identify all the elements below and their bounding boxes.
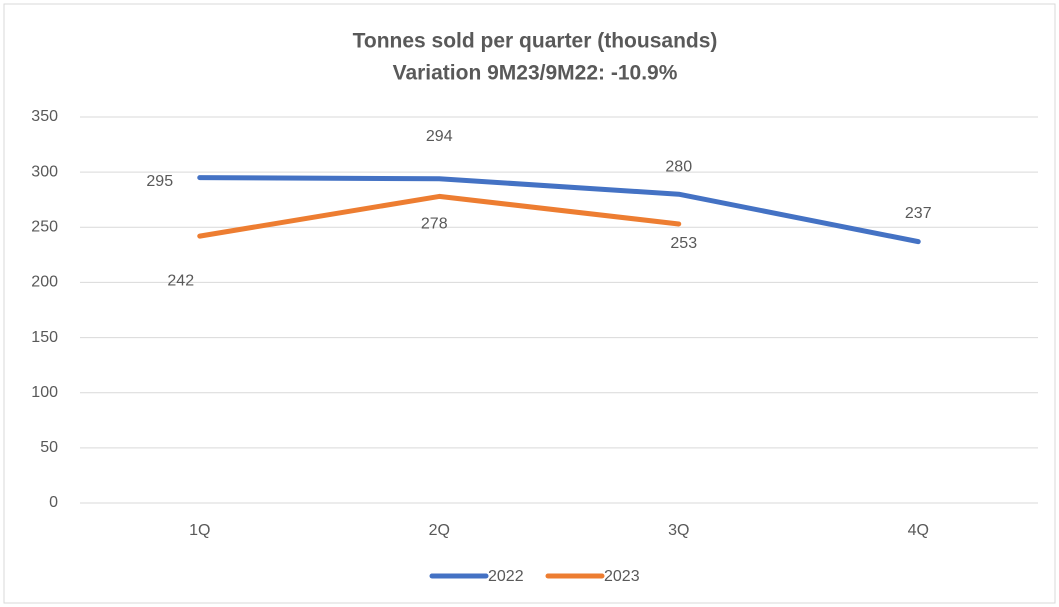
y-tick-label: 250	[31, 219, 58, 236]
x-tick-label: 1Q	[189, 522, 210, 539]
legend-label: 2022	[488, 568, 524, 585]
line-series	[197, 193, 682, 239]
y-tick-label: 50	[40, 439, 58, 456]
data-label: 237	[905, 205, 932, 222]
data-label: 294	[426, 128, 453, 145]
x-tick-label: 4Q	[908, 522, 929, 539]
y-tick-label: 350	[31, 108, 58, 125]
x-tick-label: 3Q	[668, 522, 689, 539]
data-label: 278	[421, 216, 448, 233]
chart-frame	[3, 3, 1056, 604]
y-tick-label: 100	[31, 384, 58, 401]
y-tick-label: 150	[31, 329, 58, 346]
legend-label: 2023	[604, 568, 640, 585]
x-tick-label: 2Q	[429, 522, 450, 539]
y-tick-label: 200	[31, 274, 58, 291]
line-series	[197, 175, 921, 245]
chart-subtitle: Variation 9M23/9M22: -10.9%	[393, 62, 678, 85]
data-label: 242	[167, 272, 194, 289]
data-label: 295	[146, 173, 173, 190]
y-tick-label: 0	[49, 494, 58, 511]
data-label: 253	[670, 235, 697, 252]
chart-title: Tonnes sold per quarter (thousands)	[353, 30, 718, 53]
data-label: 280	[665, 158, 692, 175]
y-tick-label: 300	[31, 163, 58, 180]
